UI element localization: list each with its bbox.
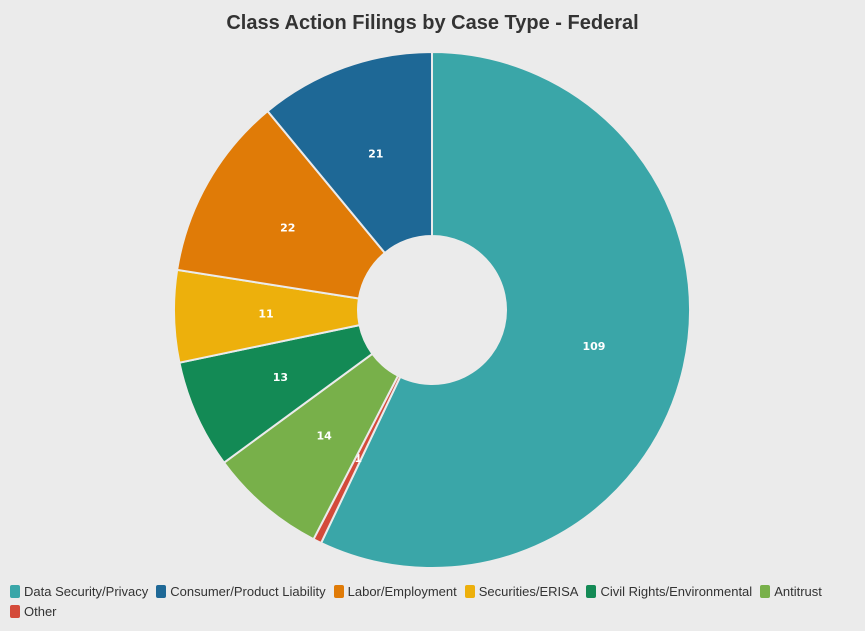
- donut-slice-data-security-privacy[interactable]: [319, 50, 691, 569]
- legend-label: Other: [24, 604, 57, 619]
- legend-swatch: [464, 585, 475, 598]
- legend-item[interactable]: Consumer/Product Liability: [156, 583, 326, 600]
- legend-swatch: [333, 585, 344, 598]
- legend-label: Labor/Employment: [347, 584, 457, 599]
- donut-slice-consumer-product-liability[interactable]: [266, 50, 433, 255]
- slice-value-label: 1: [354, 452, 362, 465]
- legend-swatch: [156, 585, 167, 598]
- legend-item[interactable]: Securities/ERISA: [464, 583, 579, 600]
- donut-slice-labor-employment[interactable]: [175, 109, 387, 300]
- legend-label: Securities/ERISA: [478, 584, 579, 599]
- legend-item[interactable]: Data Security/Privacy: [10, 583, 148, 600]
- slice-value-label: 21: [368, 147, 383, 160]
- slice-value-label: 13: [273, 371, 288, 384]
- slice-value-label: 11: [258, 308, 273, 321]
- legend-item[interactable]: Civil Rights/Environmental: [586, 583, 752, 600]
- legend-item[interactable]: Antitrust: [760, 583, 822, 600]
- legend-swatch: [586, 585, 597, 598]
- legend-swatch: [760, 585, 771, 598]
- legend-label: Antitrust: [774, 584, 822, 599]
- slice-value-label: 109: [582, 340, 605, 353]
- donut-chart: 109 1 14 13 11 22 21: [173, 50, 691, 569]
- legend-item[interactable]: Labor/Employment: [333, 583, 457, 600]
- legend-swatch: [10, 605, 20, 618]
- chart-title: Class Action Filings by Case Type - Fede…: [226, 12, 639, 34]
- slice-value-label: 22: [280, 221, 295, 234]
- legend-label: Data Security/Privacy: [24, 584, 149, 599]
- legend-swatch: [10, 585, 20, 598]
- legend-label: Consumer/Product Liability: [170, 584, 326, 599]
- chart-legend: Data Security/Privacy Consumer/Product Li…: [10, 583, 860, 620]
- slice-value-label: 14: [316, 430, 332, 443]
- legend-label: Civil Rights/Environmental: [600, 584, 753, 599]
- legend-item[interactable]: Other: [10, 603, 57, 620]
